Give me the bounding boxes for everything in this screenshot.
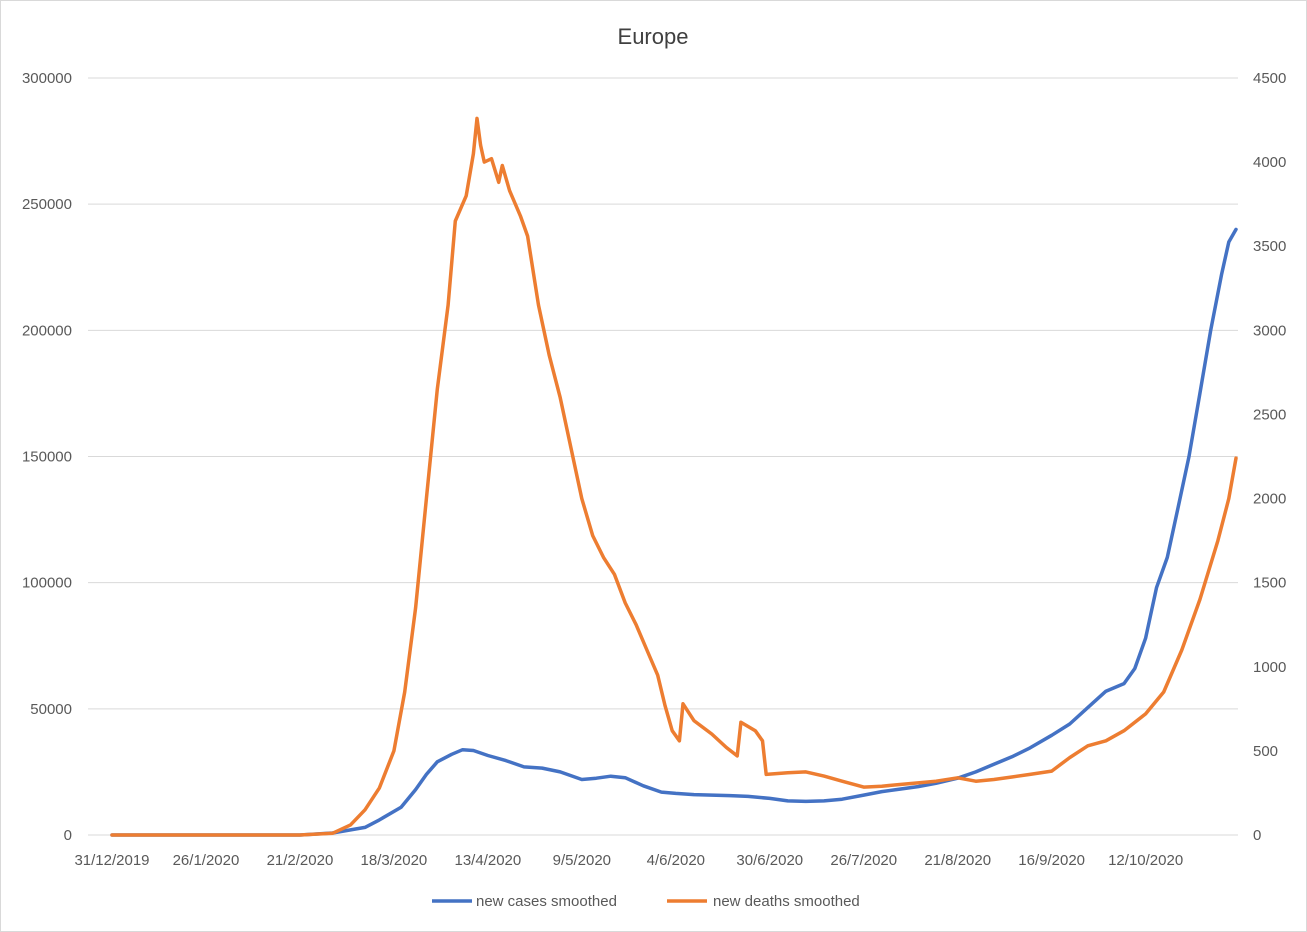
left-tick-label: 150000 [22, 449, 72, 466]
legend-label: new deaths smoothed [713, 893, 860, 910]
left-tick-label: 300000 [22, 70, 72, 87]
x-tick-label: 26/7/2020 [830, 852, 897, 869]
right-tick-label: 0 [1253, 827, 1261, 844]
right-tick-label: 4000 [1253, 154, 1286, 171]
x-axis-ticks: 31/12/2019 26/1/2020 21/2/2020 18/3/2020 13/… [74, 852, 1183, 869]
series-layer [110, 116, 1238, 837]
series-line-new-deaths-smoothed [110, 116, 1238, 837]
x-tick-label: 26/1/2020 [173, 852, 240, 869]
x-tick-label: 16/9/2020 [1018, 852, 1085, 869]
x-tick-label: 21/8/2020 [924, 852, 991, 869]
right-tick-label: 1000 [1253, 659, 1286, 676]
x-tick-label: 12/10/2020 [1108, 852, 1183, 869]
right-tick-label: 2000 [1253, 491, 1286, 508]
x-tick-label: 18/3/2020 [361, 852, 428, 869]
x-tick-label: 4/6/2020 [647, 852, 705, 869]
right-axis-ticks: 0 500 1000 1500 2000 2500 3000 3500 4000 4500 [1253, 70, 1286, 844]
x-tick-label: 21/2/2020 [267, 852, 334, 869]
legend-label: new cases smoothed [476, 893, 617, 910]
right-tick-label: 1500 [1253, 575, 1286, 592]
right-tick-label: 3500 [1253, 238, 1286, 255]
left-tick-label: 100000 [22, 575, 72, 592]
right-tick-label: 2500 [1253, 406, 1286, 423]
x-tick-label: 13/4/2020 [455, 852, 522, 869]
legend: new cases smoothed new deaths smoothed [432, 893, 860, 910]
x-tick-label: 9/5/2020 [553, 852, 611, 869]
series-line-new-cases-smoothed [110, 227, 1238, 837]
chart-title: Europe [618, 24, 689, 49]
x-tick-label: 31/12/2019 [74, 852, 149, 869]
right-tick-label: 4500 [1253, 70, 1286, 87]
left-tick-label: 200000 [22, 322, 72, 339]
gridlines [88, 77, 1238, 836]
right-tick-label: 3000 [1253, 322, 1286, 339]
left-axis-ticks: 0 50000 100000 150000 200000 250000 300000 [22, 70, 72, 844]
left-tick-label: 250000 [22, 196, 72, 213]
left-tick-label: 0 [64, 827, 72, 844]
left-tick-label: 50000 [30, 701, 72, 718]
x-tick-label: 30/6/2020 [736, 852, 803, 869]
right-tick-label: 500 [1253, 743, 1278, 760]
